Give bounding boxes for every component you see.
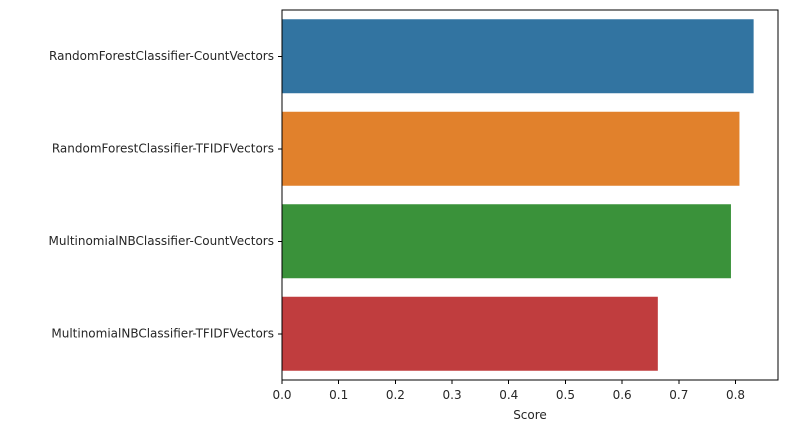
x-tick-label: 0.1 [329,388,348,402]
x-tick-label: 0.6 [613,388,632,402]
x-axis-title: Score [513,408,547,422]
x-tick-label: 0.2 [386,388,405,402]
category-label: MultinomialNBClassifier-CountVectors [49,234,274,248]
category-label: RandomForestClassifier-CountVectors [49,49,274,63]
x-tick-label: 0.0 [272,388,291,402]
category-label: RandomForestClassifier-TFIDFVectors [52,141,274,155]
category-labels: RandomForestClassifier-CountVectors Rando… [49,49,282,340]
bar-2 [282,111,740,186]
x-tick-label: 0.3 [443,388,462,402]
x-tick-label: 0.8 [726,388,745,402]
plot-frame [281,9,779,381]
bar-1 [282,19,754,94]
bars-group [282,19,754,371]
x-tick-label: 0.4 [499,388,518,402]
x-tick-label: 0.5 [556,388,575,402]
category-label: MultinomialNBClassifier-TFIDFVectors [51,326,274,340]
bar-4 [282,296,658,371]
x-tick-label: 0.7 [669,388,688,402]
x-axis-ticks: 0.0 0.1 0.2 0.3 0.4 0.5 0.6 0.7 0.8 [272,380,745,402]
bar-3 [282,204,731,279]
